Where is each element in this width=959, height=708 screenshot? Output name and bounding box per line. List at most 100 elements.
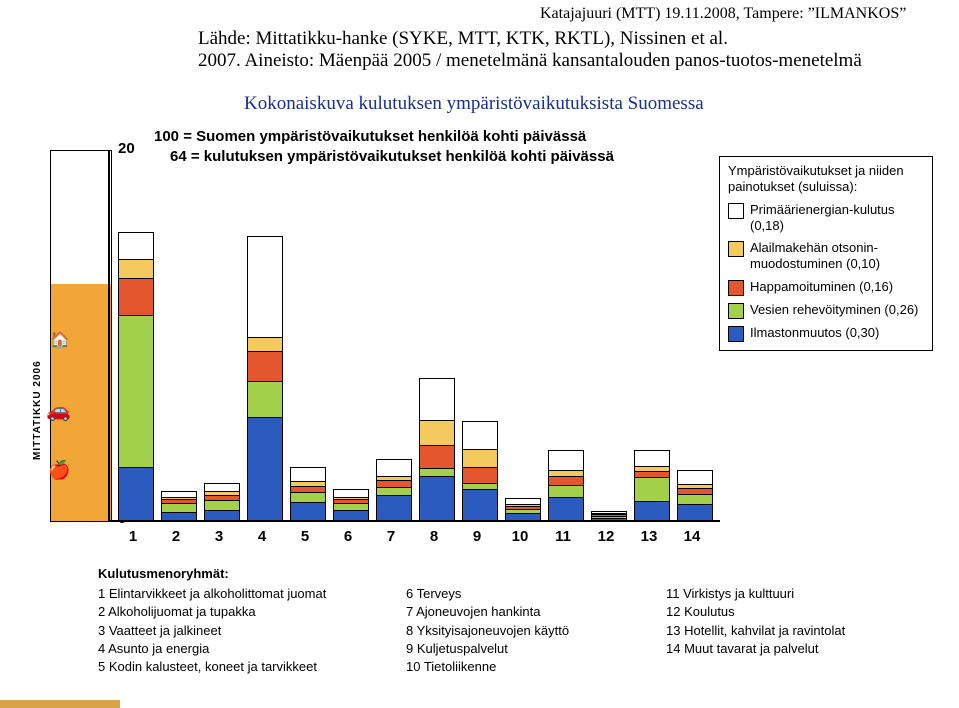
footer-item: 8 Yksityisajoneuvojen käyttö — [406, 622, 569, 640]
footer-item: 3 Vaatteet ja jalkineet — [98, 622, 326, 640]
source-line-2: 2007. Aineisto: Mäenpää 2005 / menetelmä… — [198, 50, 862, 72]
stacked-bar-chart — [108, 150, 720, 522]
bar-2 — [161, 491, 195, 520]
footer-heading: Kulutusmenoryhmät: — [98, 565, 229, 583]
bar-13 — [634, 450, 668, 520]
legend-item: Happamoituminen (0,16) — [728, 279, 924, 296]
mittatikku-label: MITTATIKKU 2006 — [32, 360, 43, 460]
footer-column: 1 Elintarvikkeet ja alkoholittomat juoma… — [98, 585, 326, 676]
x-tick-label: 1 — [116, 528, 150, 545]
legend-swatch — [728, 303, 744, 319]
bar-segment — [419, 468, 455, 476]
bar-segment — [161, 503, 197, 511]
bar-segment — [548, 450, 584, 470]
bar-segment — [634, 477, 670, 500]
legend-label: Alailmakehän otsonin-muodostuminen (0,10… — [750, 240, 924, 273]
x-tick-label: 9 — [460, 528, 494, 545]
footer-item: 10 Tietoliikenne — [406, 658, 569, 676]
footer-item: 6 Terveys — [406, 585, 569, 603]
legend-box: Ympäristövaikutukset ja niiden painotuks… — [719, 156, 933, 351]
bar-segment — [419, 378, 455, 420]
x-tick-label: 8 — [417, 528, 451, 545]
x-tick-label: 4 — [245, 528, 279, 545]
bar-segment — [376, 495, 412, 520]
bar-segment — [290, 492, 326, 502]
bar-segment — [247, 236, 283, 337]
footer-item: 11 Virkistys ja kulttuuri — [666, 585, 845, 603]
footer-item: 9 Kuljetuspalvelut — [406, 640, 569, 658]
footer-column: 6 Terveys7 Ajoneuvojen hankinta8 Yksityi… — [406, 585, 569, 676]
bar-segment — [677, 470, 713, 484]
bar-segment — [290, 502, 326, 520]
bar-segment — [548, 476, 584, 484]
bar-segment — [634, 501, 670, 521]
x-tick-label: 11 — [546, 528, 580, 545]
bar-4 — [247, 236, 281, 520]
house-icon: 🏠 — [50, 330, 70, 350]
footer-item: 7 Ajoneuvojen hankinta — [406, 603, 569, 621]
legend-swatch — [728, 241, 744, 257]
bar-segment — [634, 450, 670, 466]
x-tick-label: 5 — [288, 528, 322, 545]
bar-segment — [333, 510, 369, 520]
legend-swatch — [728, 326, 744, 342]
food-icon: 🍎 — [48, 460, 70, 481]
bar-segment — [118, 467, 154, 520]
bar-segment — [591, 518, 627, 520]
x-tick-label: 3 — [202, 528, 236, 545]
legend-swatch — [728, 203, 744, 219]
legend-label: Happamoituminen (0,16) — [750, 279, 893, 295]
footer-item: 2 Alkoholijuomat ja tupakka — [98, 603, 326, 621]
x-tick-label: 13 — [632, 528, 666, 545]
x-tick-label: 12 — [589, 528, 623, 545]
bar-segment — [419, 476, 455, 520]
bar-5 — [290, 467, 324, 520]
bar-segment — [118, 315, 154, 468]
definition-100: 100 = Suomen ympäristövaikutukset henkil… — [154, 128, 586, 145]
bar-segment — [505, 513, 541, 520]
bar-segment — [419, 445, 455, 468]
bar-14 — [677, 470, 711, 520]
bar-segment — [677, 504, 713, 520]
bar-segment — [247, 381, 283, 417]
x-tick-label: 6 — [331, 528, 365, 545]
footer-item: 1 Elintarvikkeet ja alkoholittomat juoma… — [98, 585, 326, 603]
bar-segment — [677, 494, 713, 504]
bottom-accent-bar — [0, 700, 120, 708]
legend-label: Vesien rehevöityminen (0,26) — [750, 302, 918, 318]
footer-categories: Kulutusmenoryhmät: 1 Elintarvikkeet ja a… — [98, 565, 229, 685]
bar-segment — [204, 510, 240, 520]
x-tick-label: 10 — [503, 528, 537, 545]
bar-segment — [376, 487, 412, 495]
bar-6 — [333, 489, 367, 520]
footer-item: 5 Kodin kalusteet, koneet ja tarvikkeet — [98, 658, 326, 676]
bar-8 — [419, 378, 453, 520]
bar-segment — [204, 483, 240, 491]
footer-item: 14 Muut tavarat ja palvelut — [666, 640, 845, 658]
legend-label: Ilmastonmuutos (0,30) — [750, 325, 879, 341]
legend-item: Vesien rehevöityminen (0,26) — [728, 302, 924, 319]
footer-column: 11 Virkistys ja kulttuuri12 Koulutus13 H… — [666, 585, 845, 658]
footer-item: 13 Hotellit, kahvilat ja ravintolat — [666, 622, 845, 640]
x-tick-label: 7 — [374, 528, 408, 545]
bar-10 — [505, 498, 539, 520]
car-icon: 🚗 — [46, 398, 71, 423]
bar-segment — [462, 421, 498, 450]
bar-12 — [591, 511, 625, 520]
legend-item: Ilmastonmuutos (0,30) — [728, 325, 924, 342]
legend-label: Primäärienergian-kulutus (0,18) — [750, 202, 924, 235]
bar-segment — [247, 351, 283, 382]
legend-item: Primäärienergian-kulutus (0,18) — [728, 202, 924, 235]
bar-segment — [462, 449, 498, 467]
bar-3 — [204, 483, 238, 520]
bar-segment — [419, 420, 455, 445]
source-line-1: Lähde: Mittatikku-hanke (SYKE, MTT, KTK,… — [198, 28, 758, 50]
bar-segment — [548, 497, 584, 520]
bar-segment — [376, 459, 412, 477]
footer-item: 4 Asunto ja energia — [98, 640, 326, 658]
x-tick-label: 2 — [159, 528, 193, 545]
chart-subtitle: Kokonaiskuva kulutuksen ympäristövaikutu… — [244, 93, 704, 115]
legend-item: Alailmakehän otsonin-muodostuminen (0,10… — [728, 240, 924, 273]
header-attribution: Katajajuuri (MTT) 19.11.2008, Tampere: ”… — [540, 5, 906, 23]
bar-segment — [247, 417, 283, 520]
